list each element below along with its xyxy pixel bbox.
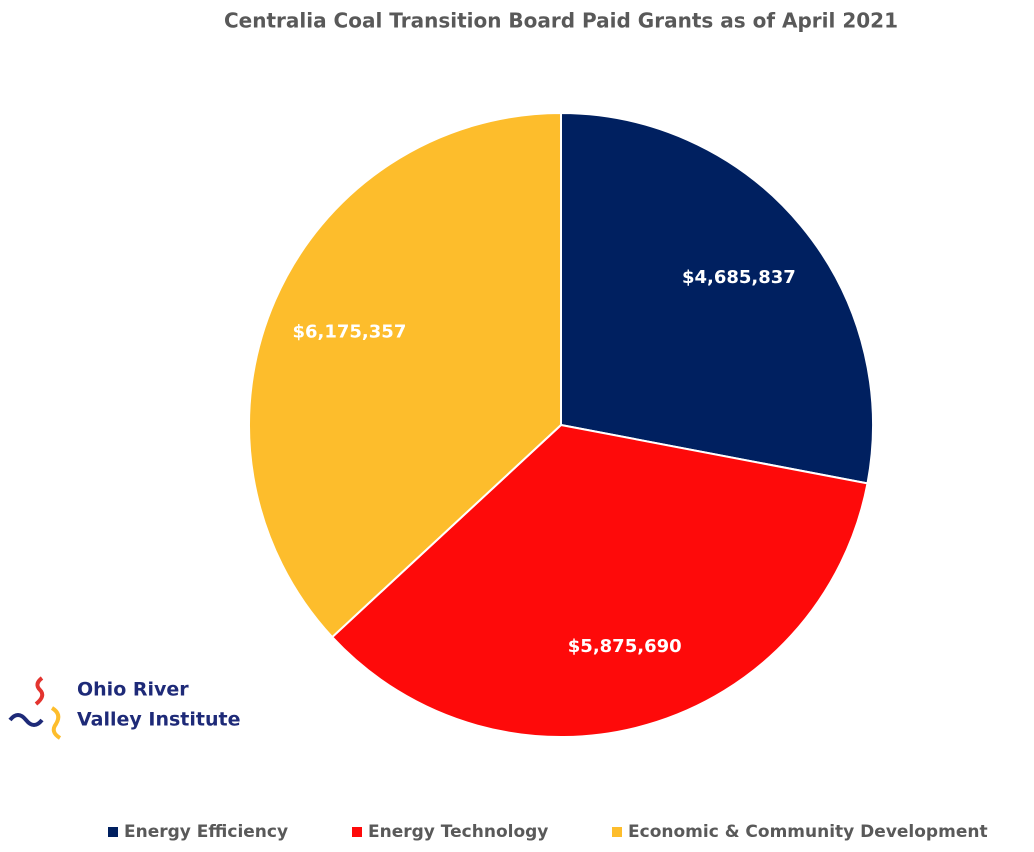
pie-slice: [330, 423, 869, 738]
logo-icon: [50, 706, 62, 740]
chart-title: Centralia Coal Transition Board Paid Gra…: [224, 9, 898, 33]
legend-swatch: [612, 827, 622, 837]
pie-slice: [248, 111, 562, 639]
legend-label: Economic & Community Development: [628, 822, 988, 842]
legend-swatch: [108, 827, 118, 837]
data-label: $6,175,357: [292, 322, 406, 343]
legend-swatch: [352, 827, 362, 837]
legend-label: Energy Efficiency: [124, 822, 288, 842]
logo-icon: [34, 676, 45, 706]
data-label: $4,685,837: [682, 267, 796, 288]
logo: Ohio River Valley Institute: [8, 676, 240, 740]
data-label: $5,875,690: [568, 636, 682, 657]
legend-label: Energy Technology: [368, 822, 548, 842]
pie-slice: [560, 111, 874, 485]
logo-text: Valley Institute: [77, 709, 240, 731]
logo-icon: [8, 713, 44, 727]
logo-text: Ohio River: [77, 679, 189, 701]
